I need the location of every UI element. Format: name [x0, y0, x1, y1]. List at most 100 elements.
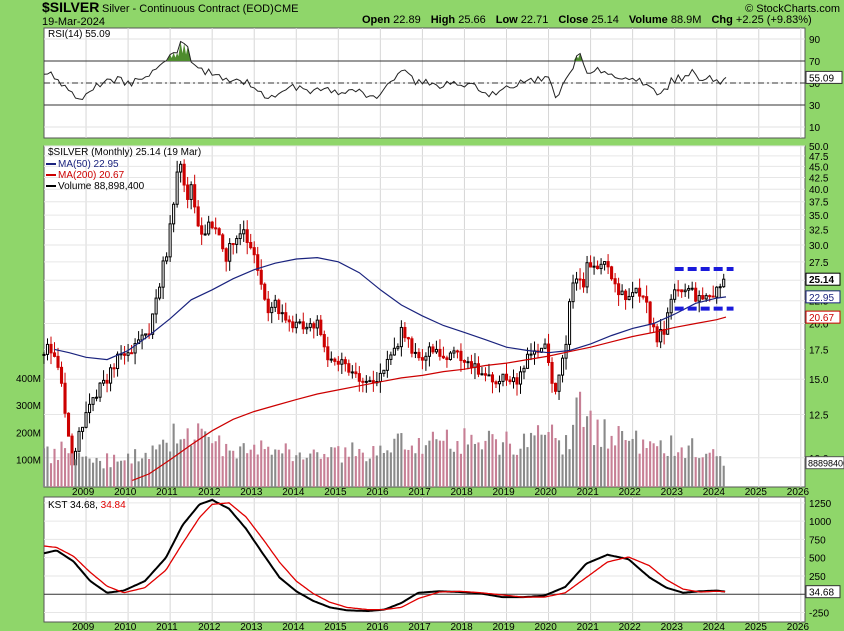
candle-body [676, 289, 680, 292]
volume-bar [169, 451, 172, 487]
volume-bar [207, 436, 210, 487]
candle-body [130, 352, 134, 355]
rsi-tick-label: 50 [809, 79, 821, 90]
candle-body [431, 346, 435, 353]
volume-bar [225, 443, 228, 487]
price-tick-label: 17.5 [809, 345, 829, 356]
volume-bar [708, 452, 711, 487]
candle-body [256, 254, 260, 271]
candle-body [424, 355, 428, 361]
volume-bar [63, 448, 67, 487]
candle-body [718, 286, 722, 289]
volume-bar [421, 453, 424, 487]
volume-bar [106, 453, 109, 487]
candle-body [529, 353, 533, 356]
volume-bar [673, 455, 676, 487]
candle-body [224, 248, 228, 262]
volume-bar [579, 391, 582, 487]
price-tick-label: 40.0 [809, 185, 829, 196]
candle-body [490, 374, 495, 383]
candle-body [522, 367, 526, 373]
candle-body [610, 266, 614, 280]
volume-bar [228, 450, 231, 487]
volume-bar [375, 455, 378, 487]
candle-body [515, 377, 519, 385]
volume-bar [130, 463, 133, 487]
price-tick-label: 45.0 [809, 162, 829, 173]
candle-body [196, 206, 200, 227]
volume-bar [190, 445, 193, 487]
volume-bar [645, 448, 648, 487]
x-tick-label: 2020 [535, 487, 558, 498]
candle-body [361, 380, 365, 383]
volume-bar [347, 456, 350, 487]
volume-bar [295, 455, 298, 487]
volume-bar [557, 440, 561, 487]
candle-body [52, 352, 57, 357]
candle-body [301, 321, 305, 330]
ohlc-summary: Open 22.89 High 25.66 Low 22.71 Close 25.14… [362, 14, 812, 26]
volume-bar [519, 448, 522, 487]
candle-body [116, 353, 120, 370]
volume-bar [614, 445, 617, 487]
candle-body [280, 312, 284, 315]
volume-bar [120, 460, 123, 487]
candle-body [249, 241, 253, 249]
volume-bar [302, 459, 305, 487]
ohlc-item: Close 25.14 [558, 14, 619, 26]
volume-bar [547, 431, 550, 487]
candle-body [200, 225, 204, 235]
volume-bar [316, 452, 319, 487]
volume-bar [291, 461, 294, 487]
volume-bar [361, 452, 364, 487]
candle-body [123, 353, 127, 356]
x-tick-label: 2026 [787, 622, 810, 631]
candle-body [518, 371, 523, 385]
volume-bar [593, 445, 596, 487]
candle-body [154, 297, 158, 315]
rsi-tick-label: 70 [809, 57, 821, 68]
x-tick-label: 2012 [198, 622, 221, 631]
volume-bar [305, 457, 308, 487]
x-tick-label: 2024 [703, 487, 726, 498]
candle-body [193, 184, 197, 208]
volume-bar [424, 445, 427, 487]
candle-body [704, 295, 708, 300]
candle-body [102, 379, 106, 384]
candle-body [634, 287, 638, 294]
candle-body [56, 355, 60, 368]
price-tick-label: 20.0 [809, 320, 829, 331]
volume-bar [522, 433, 526, 487]
candle-body [722, 278, 726, 288]
kst-tick-label: 750 [809, 535, 826, 546]
volume-bar [572, 424, 575, 487]
x-tick-label: 2021 [577, 622, 600, 631]
volume-bar [84, 456, 88, 487]
x-tick-label: 2018 [450, 487, 473, 498]
volume-bar [99, 460, 102, 487]
candle-body [659, 328, 663, 343]
candle-body [343, 359, 347, 365]
x-tick-label: 2016 [366, 487, 389, 498]
volume-bar [235, 458, 238, 487]
price-tag: 22.95 [809, 293, 834, 304]
candle-body [287, 319, 291, 323]
volume-tick-label: 400M [16, 374, 41, 385]
volume-bar [684, 458, 687, 487]
volume-bar [365, 461, 368, 487]
candle-body [77, 430, 81, 452]
volume-bar [368, 458, 371, 487]
price-tick-label: 50.0 [809, 142, 829, 153]
candle-body [585, 262, 589, 288]
volume-bar [533, 435, 536, 487]
x-tick-label: 2025 [745, 487, 768, 498]
volume-bar [67, 453, 70, 487]
x-tick-label: 2023 [661, 487, 684, 498]
kst-tick-label: 1250 [809, 499, 832, 510]
volume-bar [165, 442, 168, 487]
volume-bar [705, 453, 708, 487]
volume-bar [575, 397, 578, 487]
volume-bar [596, 419, 599, 487]
volume-bar [607, 448, 610, 487]
x-tick-label: 2013 [240, 622, 263, 631]
